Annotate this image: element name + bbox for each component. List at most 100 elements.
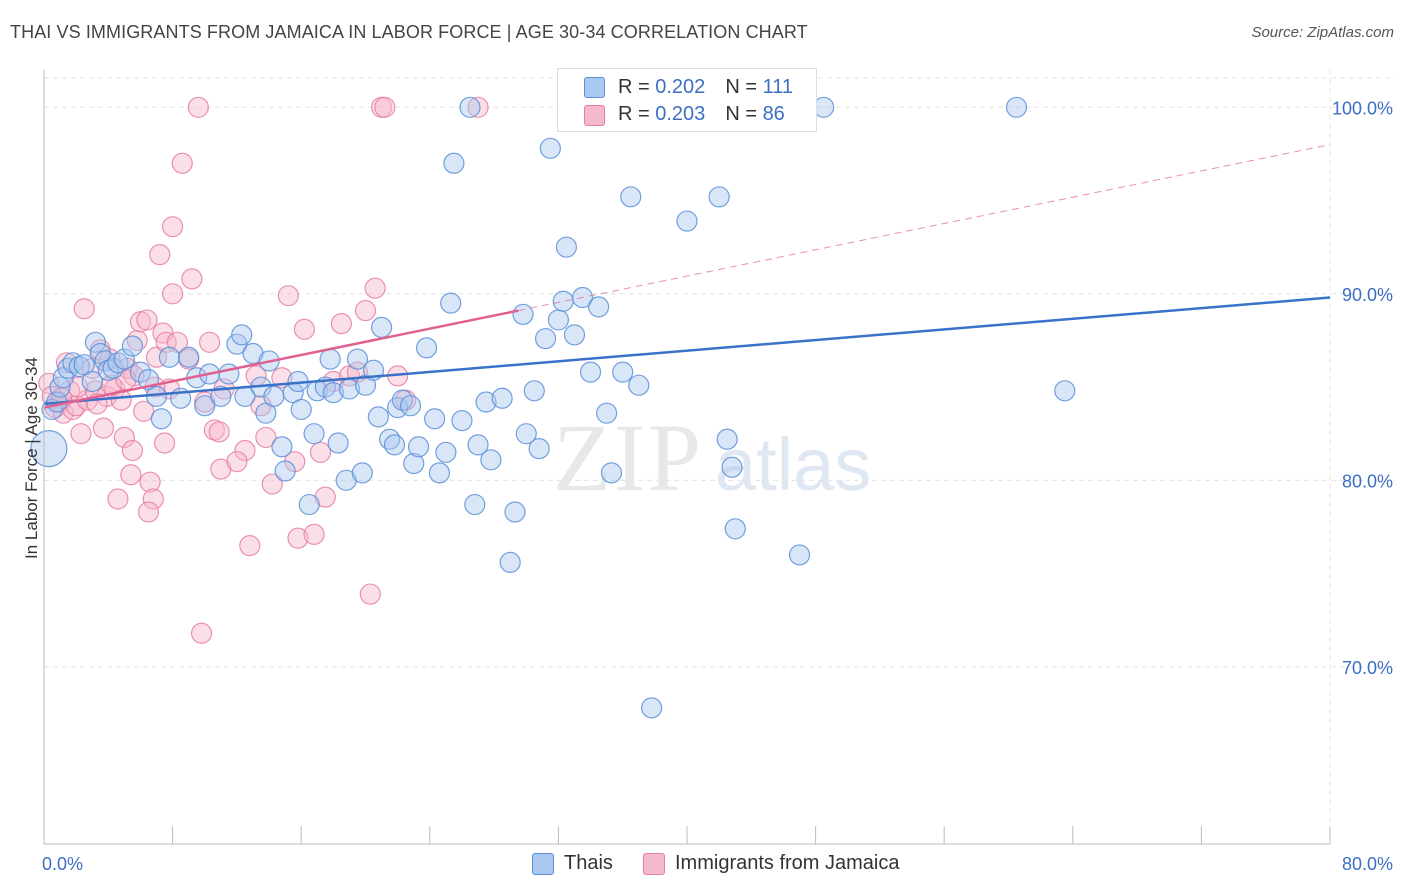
point-thais bbox=[512, 303, 534, 325]
point-thais bbox=[428, 462, 451, 484]
point-thais bbox=[523, 380, 545, 402]
series-thais-points bbox=[30, 96, 1076, 719]
point-thais bbox=[367, 406, 389, 428]
point-jamaica bbox=[121, 439, 144, 462]
point-jamaica bbox=[153, 432, 176, 454]
point-thais bbox=[407, 436, 430, 458]
point-jamaica bbox=[293, 318, 316, 340]
point-jamaica bbox=[149, 244, 171, 266]
point-thais bbox=[290, 398, 312, 421]
point-thais bbox=[451, 410, 473, 432]
point-thais bbox=[587, 296, 610, 318]
point-thais bbox=[464, 493, 486, 516]
point-jamaica bbox=[226, 451, 248, 473]
legend-r-value: 0.203 bbox=[655, 102, 706, 125]
point-jamaica bbox=[261, 473, 283, 495]
point-jamaica bbox=[187, 96, 209, 118]
point-thais bbox=[194, 395, 216, 417]
point-thais bbox=[435, 441, 457, 463]
point-jamaica bbox=[359, 583, 381, 605]
point-jamaica bbox=[142, 488, 164, 510]
bottom-legend-thais: Thais bbox=[532, 852, 613, 875]
point-thais bbox=[218, 363, 240, 385]
stats-legend: R = 0.202 N = 111 R = 0.203 N = 86 bbox=[557, 68, 817, 132]
point-thais bbox=[563, 324, 586, 346]
y-tick-label: 100.0% bbox=[1332, 98, 1393, 118]
legend-r-value: 0.202 bbox=[655, 75, 706, 98]
point-thais bbox=[788, 544, 811, 566]
trend-extension-jamaica bbox=[518, 144, 1331, 312]
point-thais bbox=[231, 324, 253, 346]
x-tick-label: 0.0% bbox=[42, 854, 83, 874]
point-thais bbox=[724, 518, 746, 540]
point-thais bbox=[150, 408, 172, 430]
point-thais bbox=[121, 335, 144, 357]
point-thais bbox=[271, 436, 293, 458]
point-thais bbox=[440, 292, 462, 314]
point-thais bbox=[84, 331, 107, 353]
point-thais bbox=[600, 462, 623, 484]
bottom-label-jamaica: Immigrants from Jamaica bbox=[675, 852, 900, 874]
chart-title: THAI VS IMMIGRANTS FROM JAMAICA IN LABOR… bbox=[10, 22, 808, 42]
point-thais bbox=[491, 387, 513, 409]
point-thais bbox=[158, 346, 180, 368]
bottom-swatch-jamaica bbox=[643, 852, 665, 875]
y-tick-label: 70.0% bbox=[1342, 658, 1393, 678]
point-thais bbox=[370, 316, 393, 338]
point-thais bbox=[145, 385, 168, 407]
point-thais bbox=[716, 428, 738, 450]
point-thais bbox=[415, 337, 438, 359]
point-jamaica bbox=[303, 523, 325, 546]
point-jamaica bbox=[145, 346, 168, 368]
point-jamaica bbox=[374, 96, 396, 118]
point-jamaica bbox=[234, 439, 256, 462]
point-thais bbox=[319, 348, 341, 370]
point-jamaica bbox=[70, 423, 92, 445]
point-thais bbox=[579, 361, 602, 383]
point-thais bbox=[113, 348, 135, 370]
bottom-label-thais: Thais bbox=[564, 852, 613, 874]
point-thais bbox=[327, 432, 349, 454]
point-thais bbox=[399, 395, 422, 417]
point-thais bbox=[499, 551, 521, 573]
point-thais bbox=[383, 434, 406, 456]
point-thais bbox=[475, 391, 497, 413]
point-jamaica bbox=[133, 400, 155, 422]
legend-r-label: R = bbox=[618, 75, 650, 98]
point-thais bbox=[424, 408, 446, 430]
legend-n-value: 86 bbox=[762, 102, 785, 125]
point-jamaica bbox=[162, 216, 184, 238]
point-jamaica bbox=[277, 285, 299, 307]
point-thais bbox=[62, 352, 84, 374]
y-axis-label-container: In Labor Force | Age 30-34 bbox=[22, 357, 41, 559]
point-jamaica bbox=[73, 298, 95, 320]
trend-line-jamaica bbox=[43, 309, 519, 409]
y-tick-label: 90.0% bbox=[1342, 285, 1393, 305]
point-thais bbox=[459, 96, 481, 118]
y-tick-label: 80.0% bbox=[1342, 471, 1393, 491]
point-thais bbox=[552, 290, 574, 312]
point-thais bbox=[467, 434, 489, 456]
point-jamaica bbox=[239, 534, 261, 557]
point-jamaica bbox=[139, 471, 161, 493]
point-thais bbox=[708, 186, 730, 208]
point-thais bbox=[30, 430, 68, 468]
point-thais bbox=[596, 402, 618, 424]
point-jamaica bbox=[354, 299, 377, 322]
point-thais bbox=[263, 385, 285, 407]
bottom-swatch-thais bbox=[532, 852, 554, 875]
point-thais bbox=[351, 462, 373, 484]
point-jamaica bbox=[171, 152, 193, 174]
point-thais bbox=[298, 493, 320, 516]
point-thais bbox=[107, 352, 129, 374]
point-thais bbox=[81, 370, 103, 393]
point-thais bbox=[322, 382, 344, 404]
bottom-legend-jamaica: Immigrants from Jamaica bbox=[643, 852, 900, 875]
source-credit: Source: ZipAtlas.com bbox=[1251, 24, 1394, 41]
point-jamaica bbox=[255, 426, 277, 449]
point-thais bbox=[534, 327, 557, 350]
point-thais bbox=[403, 452, 425, 475]
point-jamaica bbox=[162, 283, 184, 305]
point-jamaica bbox=[136, 309, 158, 331]
